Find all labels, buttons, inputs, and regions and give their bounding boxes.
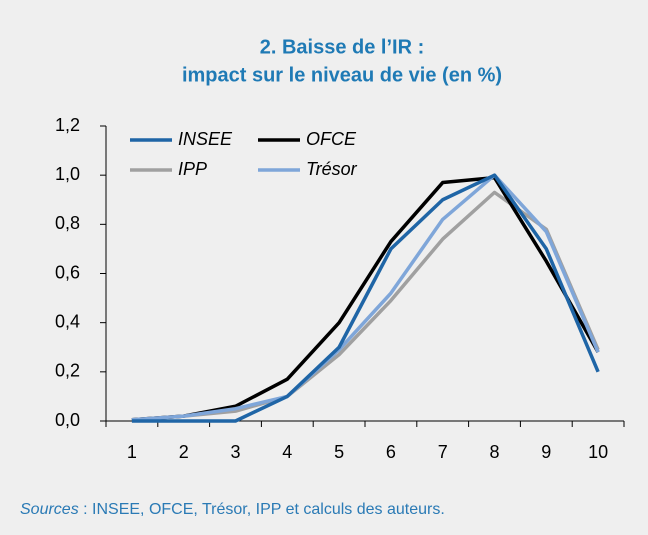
x-tick-label: 6 xyxy=(386,442,396,462)
y-tick-label: 1,0 xyxy=(55,164,80,184)
source: Sources : INSEE, OFCE, Trésor, IPP et ca… xyxy=(20,501,445,518)
x-tick-label: 10 xyxy=(588,442,608,462)
source-label: Sources xyxy=(20,501,79,518)
x-tick-label: 5 xyxy=(334,442,344,462)
chart-title: 2. Baisse de l’IR : xyxy=(260,36,425,58)
series-line xyxy=(131,173,600,423)
legend-label: Trésor xyxy=(306,159,358,179)
y-tick-label: 1,2 xyxy=(55,115,80,135)
legend-label: INSEE xyxy=(178,129,233,149)
y-tick-label: 0,6 xyxy=(55,262,80,282)
y-tick-label: 0,4 xyxy=(55,311,80,331)
source-text: : INSEE, OFCE, Trésor, IPP et calculs de… xyxy=(79,501,445,518)
legend-label: IPP xyxy=(178,159,207,179)
y-tick-label: 0,0 xyxy=(55,410,80,430)
x-tick-label: 1 xyxy=(127,442,137,462)
x-tick-label: 7 xyxy=(438,442,448,462)
legend-label: OFCE xyxy=(306,129,357,149)
x-tick-label: 4 xyxy=(282,442,292,462)
x-tick-label: 3 xyxy=(230,442,240,462)
series-line xyxy=(131,173,600,422)
x-tick-label: 9 xyxy=(541,442,551,462)
x-tick-label: 8 xyxy=(489,442,499,462)
chart-title: impact sur le niveau de vie (en %) xyxy=(182,64,502,86)
y-tick-label: 0,8 xyxy=(55,213,80,233)
y-tick-label: 0,2 xyxy=(55,361,80,381)
x-tick-label: 2 xyxy=(179,442,189,462)
